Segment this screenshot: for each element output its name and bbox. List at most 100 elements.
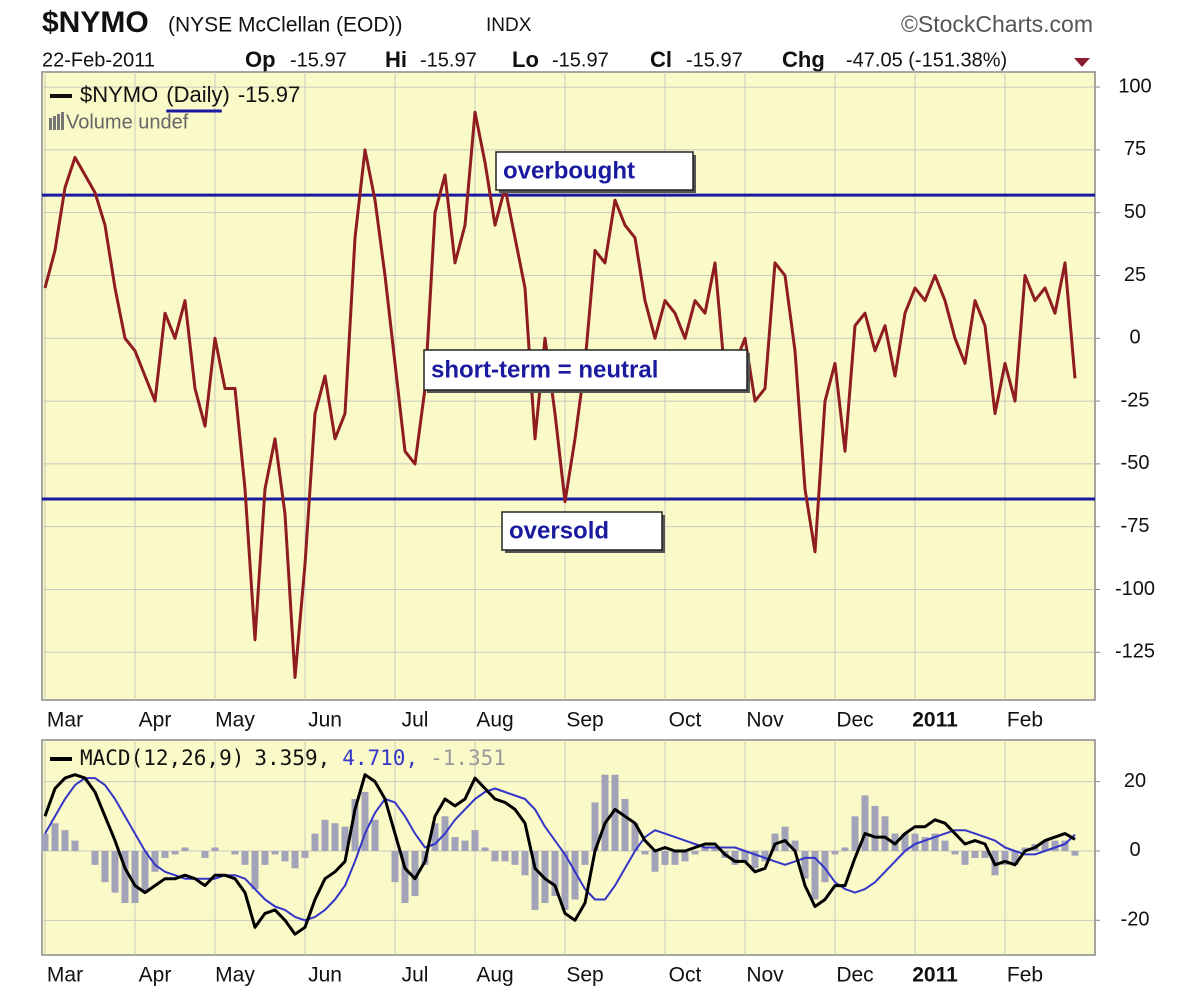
histogram-bar xyxy=(841,847,849,851)
histogram-bar xyxy=(731,850,739,865)
histogram-bar xyxy=(41,833,49,851)
histogram-bar xyxy=(121,850,129,903)
y-tick-label: 0 xyxy=(1129,839,1140,861)
x-tick-label: Jun xyxy=(308,709,342,732)
y-tick-label: 25 xyxy=(1124,264,1146,286)
x-tick-label: Nov xyxy=(746,709,784,732)
change-value: -47.05 (-151.38%) xyxy=(846,49,1007,71)
histogram-bar xyxy=(51,823,59,851)
volume-icon xyxy=(49,118,52,130)
series-line xyxy=(43,110,1077,679)
y-tick-label: 0 xyxy=(1129,327,1140,349)
x-tick-label: Aug xyxy=(476,964,513,987)
histogram-bar xyxy=(1051,840,1059,851)
histogram-bar xyxy=(131,850,139,903)
x-tick-label: Jul xyxy=(402,964,429,987)
histogram-bar xyxy=(871,805,879,851)
annotation-box xyxy=(495,151,694,191)
y-tick-label: 75 xyxy=(1124,138,1146,160)
histogram-bar xyxy=(431,823,439,851)
histogram-bar xyxy=(941,840,949,851)
histogram-bar xyxy=(281,850,289,862)
histogram-bar xyxy=(561,850,569,910)
histogram-bar xyxy=(751,850,759,869)
x-tick-label: 2011 xyxy=(912,709,958,732)
histogram-bar xyxy=(1071,850,1079,856)
histogram-bar xyxy=(391,850,399,883)
histogram-bar xyxy=(551,850,559,897)
annotation: overbought xyxy=(503,157,635,184)
source: ©StockCharts.com xyxy=(901,11,1093,37)
histogram-bar xyxy=(531,850,539,910)
x-tick-label: Nov xyxy=(746,964,784,987)
histogram-bar xyxy=(1061,840,1069,851)
histogram-bar xyxy=(231,850,239,855)
histogram-bar xyxy=(961,850,969,865)
histogram-bar xyxy=(461,840,469,851)
histogram-bar xyxy=(821,850,829,883)
volume-icon xyxy=(53,116,56,130)
histogram-bar xyxy=(861,795,869,851)
quote-value: -15.97 xyxy=(420,49,477,71)
histogram-bar xyxy=(911,833,919,851)
x-tick-label: May xyxy=(215,709,255,732)
annotation-box xyxy=(423,349,748,391)
series-line xyxy=(44,777,1076,922)
histogram-bar xyxy=(261,850,269,865)
histogram-bar xyxy=(201,850,209,858)
annotation: short-term = neutral xyxy=(431,356,658,383)
histogram-bar xyxy=(451,837,459,851)
histogram-bar xyxy=(171,850,179,855)
histogram-bar xyxy=(301,850,309,858)
annotation: oversold xyxy=(509,517,609,544)
histogram-bar xyxy=(101,850,109,883)
histogram-bar xyxy=(831,850,839,855)
series-line xyxy=(43,773,1076,936)
x-tick-label: 2011 xyxy=(912,964,958,987)
histogram-bar xyxy=(671,850,679,865)
histogram-bar xyxy=(591,802,599,851)
y-tick-label: -25 xyxy=(1121,389,1150,411)
histogram-bar xyxy=(271,850,279,855)
x-tick-label: Oct xyxy=(669,964,702,987)
x-tick-label: Mar xyxy=(47,709,83,732)
legend-text: $NYMO xyxy=(80,82,158,107)
x-tick-label: Sep xyxy=(566,964,603,987)
y-tick-label: 50 xyxy=(1124,201,1146,223)
histogram-bar xyxy=(211,847,219,851)
y-tick-label: -50 xyxy=(1121,452,1150,474)
histogram-bar xyxy=(651,850,659,872)
histogram-bar xyxy=(481,847,489,851)
histogram-bar xyxy=(311,833,319,851)
histogram-bar xyxy=(401,850,409,903)
histogram-bar xyxy=(631,823,639,851)
histogram-bar xyxy=(361,792,369,851)
quote-date: 22-Feb-2011 xyxy=(42,49,155,71)
histogram-bar xyxy=(351,798,359,851)
legend-value: 4.710, xyxy=(342,746,418,770)
histogram-bar xyxy=(661,850,669,865)
histogram-bar xyxy=(921,837,929,851)
histogram-bar xyxy=(951,850,959,855)
y-tick-label: 100 xyxy=(1118,75,1151,97)
x-tick-label: Feb xyxy=(1007,709,1043,732)
histogram-bar xyxy=(341,826,349,851)
histogram-bar xyxy=(981,850,989,858)
histogram-bar xyxy=(691,850,699,855)
histogram-bar xyxy=(641,850,649,855)
legend-text: -15.97 xyxy=(238,82,300,107)
histogram-bar xyxy=(1001,850,1009,865)
histogram-bar xyxy=(491,850,499,862)
x-tick-label: Aug xyxy=(476,709,513,732)
histogram-bar xyxy=(611,774,619,851)
quote-value: -15.97 xyxy=(290,49,347,71)
y-tick-label: -20 xyxy=(1121,909,1150,931)
histogram-bar xyxy=(71,840,79,851)
x-tick-label: Apr xyxy=(139,964,172,987)
histogram-bar xyxy=(601,774,609,851)
symbol: $NYMO xyxy=(42,6,149,39)
histogram-bar xyxy=(971,850,979,858)
x-tick-label: Sep xyxy=(566,709,603,732)
quote-name: Hi xyxy=(385,47,407,72)
